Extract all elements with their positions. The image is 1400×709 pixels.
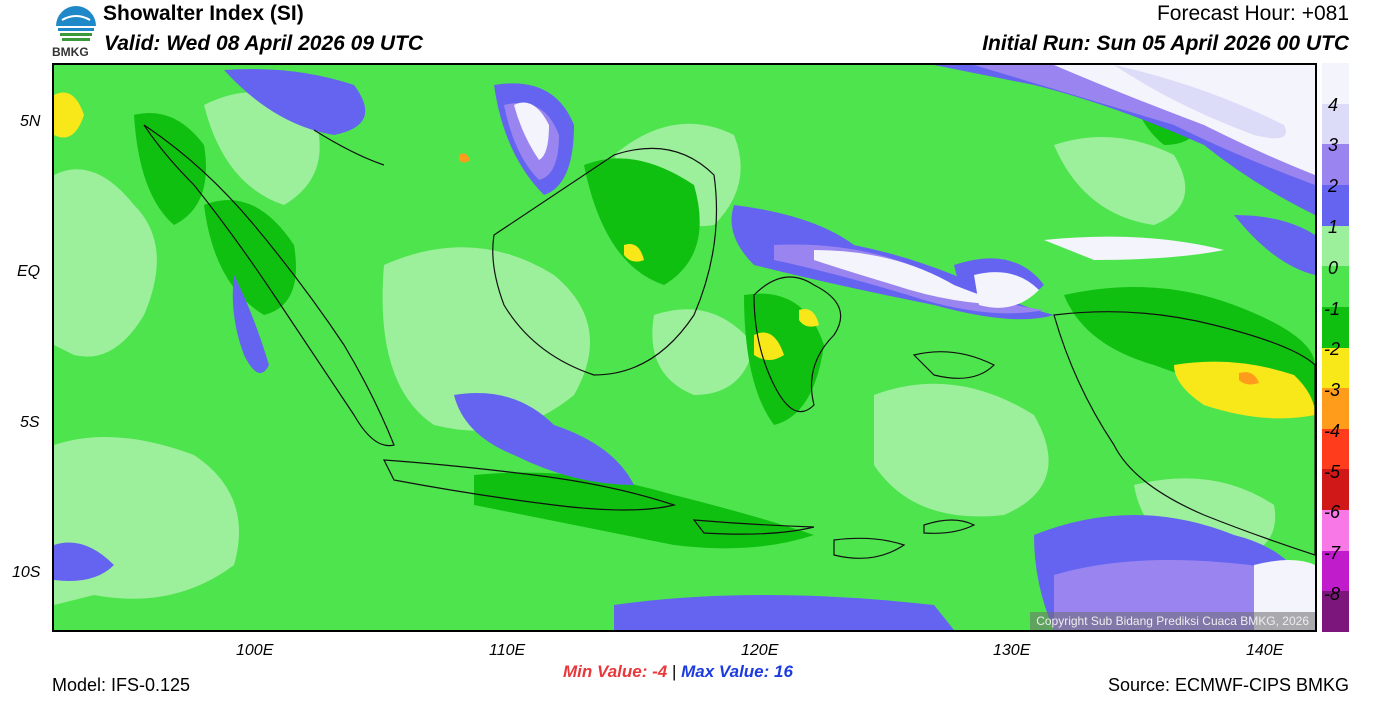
colorbar-segment <box>1322 103 1349 145</box>
lat-label-5s: 5S <box>20 414 40 431</box>
bmkg-logo-text: BMKG <box>52 45 89 59</box>
lat-label-5n: 5N <box>20 113 41 130</box>
lon-label-100e: 100E <box>236 642 274 659</box>
colorbar-label: -7 <box>1324 543 1341 563</box>
forecast-hour: Forecast Hour: +081 <box>1156 2 1349 25</box>
colorbar-segment <box>1322 306 1349 348</box>
min-value: Min Value: -4 <box>563 662 668 681</box>
showalter-field <box>54 65 1315 630</box>
map-title: Showalter Index (SI) <box>103 2 304 25</box>
colorbar-label: -8 <box>1324 584 1341 604</box>
colorbar-segment <box>1322 510 1349 552</box>
bmkg-logo: BMKG <box>52 2 100 62</box>
colorbar-label: -2 <box>1324 339 1341 359</box>
colorbar-label: 2 <box>1328 176 1339 196</box>
initial-run: Initial Run: Sun 05 April 2026 00 UTC <box>982 32 1349 55</box>
colorbar-segment <box>1322 144 1349 186</box>
colorbar-segment <box>1322 591 1349 633</box>
colorbar-label: -5 <box>1324 462 1341 482</box>
map-panel: Copyright Sub Bidang Prediksi Cuaca BMKG… <box>52 63 1317 632</box>
min-max-separator: | <box>671 662 677 681</box>
model-label: Model: IFS-0.125 <box>52 675 191 695</box>
colorbar-label: 1 <box>1328 217 1339 237</box>
colorbar-label: -4 <box>1324 421 1341 441</box>
lat-label-eq: EQ <box>17 263 41 280</box>
colorbar-segment <box>1322 388 1349 430</box>
colorbar-segment <box>1322 428 1349 470</box>
source-label: Source: ECMWF-CIPS BMKG <box>1107 675 1349 695</box>
lon-label-120e: 120E <box>741 642 779 659</box>
colorbar <box>1322 63 1349 633</box>
copyright-notice: Copyright Sub Bidang Prediksi Cuaca BMKG… <box>1030 612 1315 630</box>
colorbar-segment <box>1322 550 1349 592</box>
colorbar-segment <box>1322 266 1349 308</box>
lon-label-110e: 110E <box>489 642 526 659</box>
colorbar-label: 0 <box>1328 258 1339 278</box>
lon-label-130e: 130E <box>993 642 1031 659</box>
colorbar-label: -6 <box>1324 502 1341 522</box>
max-value: Max Value: 16 <box>681 662 793 681</box>
valid-time: Valid: Wed 08 April 2026 09 UTC <box>104 32 423 55</box>
colorbar-segment <box>1322 63 1349 105</box>
colorbar-label: 3 <box>1328 135 1339 155</box>
lon-label-140e: 140E <box>1246 642 1284 659</box>
colorbar-segment <box>1322 225 1349 267</box>
colorbar-segment <box>1322 469 1349 511</box>
colorbar-label: -1 <box>1324 299 1341 319</box>
colorbar-label: -3 <box>1324 380 1341 400</box>
colorbar-segment <box>1322 347 1349 389</box>
colorbar-label: 4 <box>1328 95 1339 115</box>
lat-label-10s: 10S <box>12 564 41 581</box>
min-max-readout: Min Value: -4 | Max Value: 16 <box>563 662 793 682</box>
colorbar-segment <box>1322 184 1349 227</box>
